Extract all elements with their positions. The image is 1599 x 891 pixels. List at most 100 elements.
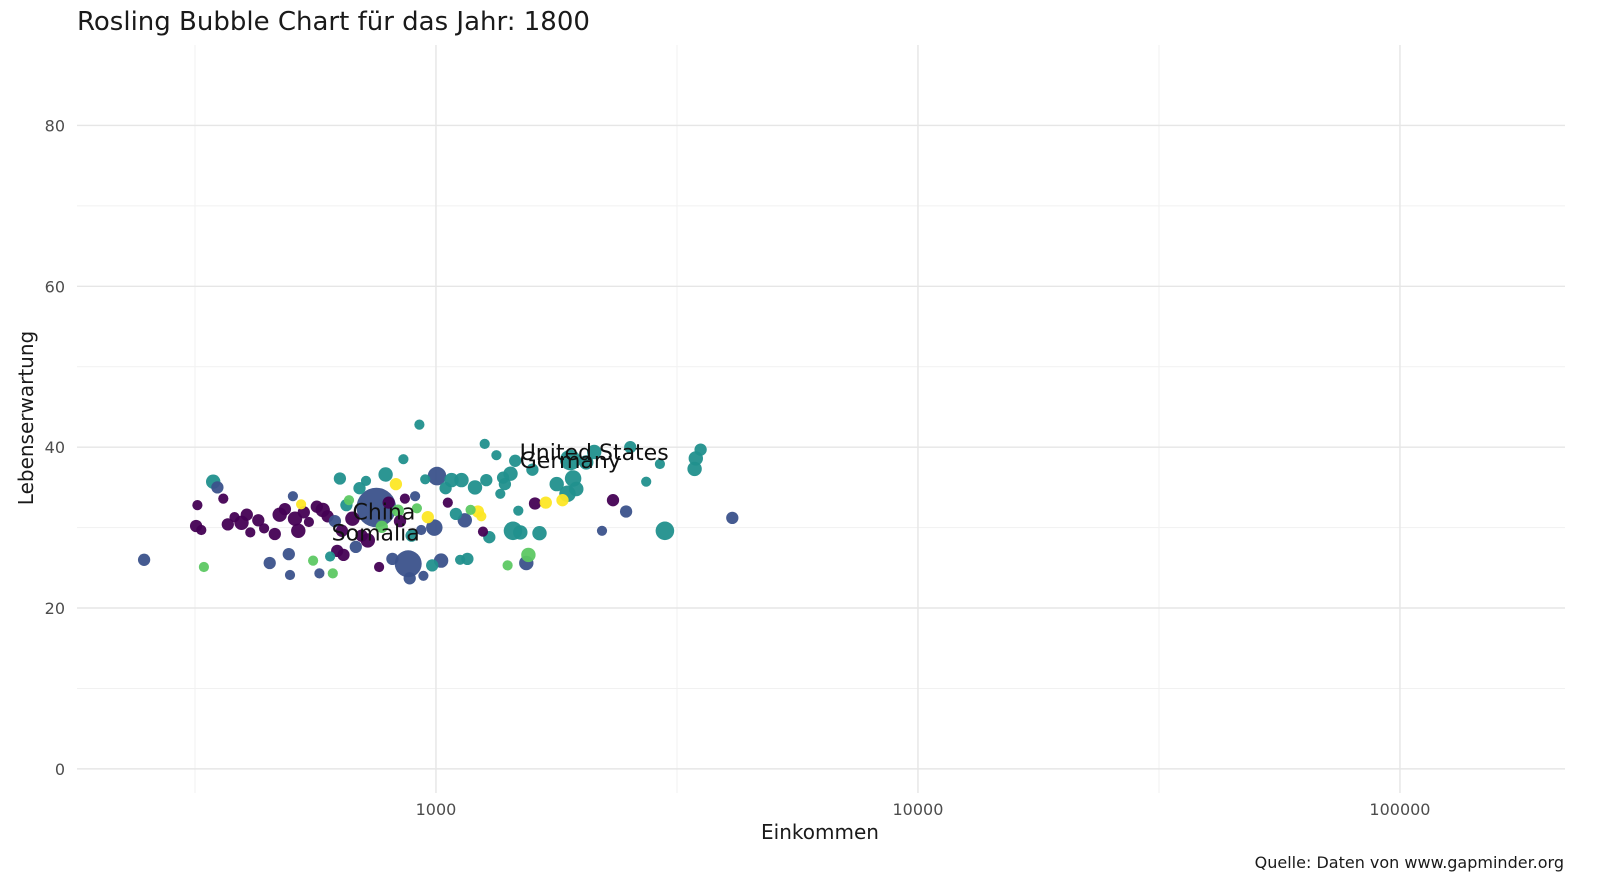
data-point [349, 540, 362, 554]
data-point [420, 474, 431, 485]
country-label: Somalia [332, 521, 420, 546]
data-point [596, 525, 608, 536]
data-point [229, 511, 240, 523]
x-tick-label: 1000 [416, 800, 457, 819]
data-point [196, 524, 207, 536]
data-point [333, 472, 347, 485]
data-point [687, 461, 702, 477]
data-point [278, 502, 292, 516]
data-point [521, 547, 536, 563]
data-point [335, 524, 349, 537]
data-point [556, 494, 569, 507]
data-point [418, 570, 429, 581]
data-point [726, 511, 739, 525]
data-point [398, 454, 409, 465]
data-point [405, 529, 418, 542]
data-point [480, 473, 493, 487]
data-point [353, 482, 366, 495]
data-point [532, 526, 547, 541]
data-point [221, 518, 234, 531]
y-tick-label: 80 [45, 116, 65, 135]
data-point [337, 548, 350, 562]
data-point [513, 505, 524, 516]
data-point [442, 497, 453, 508]
data-point [495, 488, 506, 499]
data-point [465, 504, 476, 515]
data-point [374, 561, 385, 573]
data-point [539, 496, 552, 509]
data-point [328, 514, 342, 528]
data-point [606, 494, 620, 507]
x-axis-label: Einkommen [761, 820, 879, 844]
data-point [287, 491, 298, 502]
data-point [455, 554, 466, 565]
data-point [263, 556, 276, 570]
data-point [240, 508, 253, 521]
data-point [559, 449, 581, 471]
data-point [654, 458, 666, 470]
data-point [449, 507, 463, 521]
data-point [509, 454, 522, 467]
data-point [467, 480, 483, 495]
data-point [421, 510, 434, 524]
data-point [308, 555, 319, 566]
country-label: United States [520, 441, 669, 466]
data-point [410, 491, 421, 502]
data-point [427, 466, 447, 486]
data-point [192, 500, 203, 511]
data-point [411, 503, 422, 514]
data-point [491, 450, 502, 461]
data-point [355, 529, 368, 542]
data-point [579, 455, 594, 470]
major-gridlines [77, 45, 1565, 793]
data-point [526, 463, 539, 476]
data-points [137, 419, 739, 585]
data-point [476, 511, 487, 522]
data-point [513, 525, 528, 540]
data-point [655, 521, 675, 541]
y-tick-label: 20 [45, 599, 65, 618]
data-point [382, 496, 395, 509]
data-point [641, 476, 652, 487]
data-point [498, 477, 512, 491]
y-tick-label: 40 [45, 438, 65, 457]
y-tick-label: 0 [55, 760, 65, 779]
data-point [416, 524, 427, 536]
data-point [360, 475, 372, 486]
data-point [386, 552, 399, 566]
data-point [245, 527, 256, 538]
data-point [198, 561, 209, 573]
data-point [477, 526, 489, 537]
data-point [389, 477, 403, 491]
country-label: Germany [520, 449, 621, 474]
data-point [325, 551, 336, 562]
data-point [426, 559, 439, 572]
data-point [394, 550, 422, 578]
data-point [439, 482, 452, 495]
data-point [426, 519, 443, 536]
data-point [502, 560, 513, 571]
data-point [211, 481, 224, 494]
data-point [414, 419, 425, 430]
x-tick-label: 10000 [893, 800, 944, 819]
data-point [694, 443, 707, 456]
data-point [391, 504, 405, 517]
source-caption: Quelle: Daten von www.gapminder.org [1255, 853, 1564, 872]
data-point [624, 441, 637, 454]
data-point [314, 568, 325, 579]
data-point [268, 527, 281, 541]
data-point [569, 481, 584, 497]
data-point [479, 438, 490, 449]
data-point [252, 514, 265, 527]
y-tick-label: 60 [45, 277, 65, 296]
data-point [291, 523, 306, 538]
data-point [137, 553, 151, 566]
data-point [310, 500, 323, 513]
data-point [282, 547, 295, 561]
y-axis-ticks: 0 20 40 60 80 [45, 116, 65, 778]
data-point [218, 493, 229, 504]
data-point [375, 520, 388, 533]
data-point [454, 472, 469, 488]
data-point [259, 523, 270, 534]
